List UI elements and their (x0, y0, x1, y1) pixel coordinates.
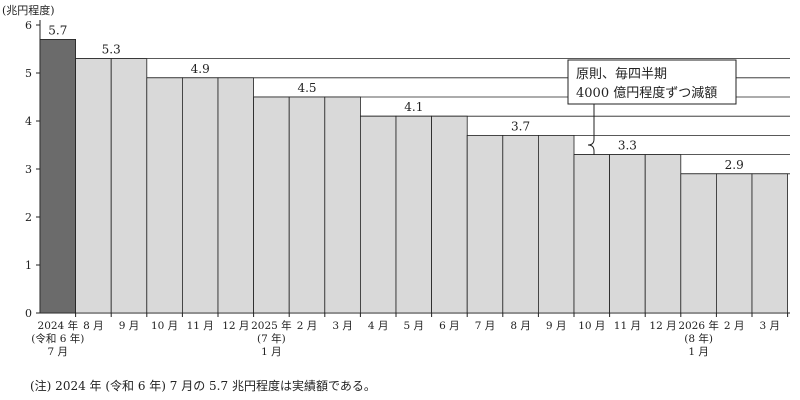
annotation-pointer (587, 104, 595, 155)
bar (466, 134, 504, 314)
y-tick-label: 0 (25, 307, 32, 320)
y-tick-label: 3 (25, 163, 32, 176)
data-label: 3.3 (618, 139, 637, 153)
bar (324, 96, 361, 314)
y-tick-label: 6 (25, 19, 32, 32)
data-label: 3.7 (511, 119, 530, 133)
bar (680, 173, 717, 314)
x-tick-label: 11 月 (614, 320, 641, 332)
bar (395, 115, 432, 314)
data-label: 4.5 (297, 81, 316, 95)
x-tick-label: 3 月 (332, 320, 353, 332)
x-tick-label: 6 月 (439, 320, 460, 332)
bond-purchase-chart: (兆円程度) 0 1 2 3 4 5 6 5.7 5.3 4.9 4.5 4.1 3.7 3.3 2.9 202… (2, 3, 790, 358)
bar (253, 96, 290, 314)
x-tick-label: 2 月 (724, 320, 745, 332)
x-tick-label: 3 月 (760, 320, 781, 332)
x-tick-label: 7 月 (48, 346, 69, 358)
bar (288, 96, 326, 314)
data-label: 5.3 (102, 43, 121, 57)
bar (110, 58, 148, 314)
bar (359, 115, 397, 314)
bar (644, 154, 682, 314)
x-tick-label: 1 月 (261, 346, 282, 358)
x-tick-label: 4 月 (368, 320, 389, 332)
unit-label: (兆円程度) (2, 3, 55, 17)
x-tick-label: 10 月 (151, 320, 178, 332)
annotation-text: 4000 億円程度ずつ減額 (576, 85, 717, 101)
y-tick-label: 2 (25, 211, 32, 224)
bar (181, 77, 219, 314)
bar (431, 115, 468, 314)
data-label-backdrop (98, 41, 124, 58)
x-tick-label: 1 月 (688, 346, 709, 358)
x-tick-label: (8 年) (684, 332, 713, 345)
x-tick-label: (令和 6 年) (31, 332, 84, 345)
x-tick-label: 2024 年 (38, 319, 79, 332)
data-label-backdrop (721, 156, 747, 173)
data-label: 4.9 (191, 62, 210, 76)
x-tick-label: 9 月 (546, 320, 567, 332)
x-tick-label: 2026 年 (678, 319, 719, 332)
x-tick-label: (7 年) (257, 332, 286, 345)
bar (502, 134, 539, 314)
x-tick-label: 12 月 (649, 320, 676, 332)
x-tick-label: 5 月 (404, 320, 425, 332)
y-tick-label: 5 (25, 67, 32, 80)
bar (75, 58, 112, 314)
bar (39, 39, 76, 314)
x-tick-label: 11 月 (187, 320, 214, 332)
x-tick-label: 7 月 (475, 320, 496, 332)
bar (573, 154, 610, 314)
x-tick-label: 2025 年 (251, 319, 292, 332)
bar (538, 134, 575, 314)
x-tick-label: 9 月 (119, 320, 140, 332)
data-label: 2.9 (725, 158, 744, 172)
bar (716, 173, 753, 314)
data-label-backdrop (401, 99, 427, 116)
data-label: 4.1 (404, 100, 423, 114)
data-label-backdrop (187, 60, 213, 77)
bar (217, 77, 254, 314)
x-tick-label: 8 月 (510, 320, 531, 332)
data-label-backdrop (294, 80, 320, 96)
x-tick-label: 2 月 (297, 320, 318, 332)
data-label: 5.7 (48, 23, 67, 37)
data-label-backdrop (508, 118, 534, 135)
annotation-text: 原則、毎四半期 (576, 66, 667, 82)
data-label-backdrop (614, 137, 640, 154)
annotation-box (567, 59, 737, 105)
footnote: (注) 2024 年 (令和 6 年) 7 月の 5.7 兆円程度は実績額である… (30, 379, 376, 393)
x-tick-label: 10 月 (578, 320, 605, 332)
bar (146, 77, 183, 314)
bar (609, 154, 646, 314)
y-tick-label: 1 (25, 259, 32, 272)
x-tick-label: 8 月 (83, 320, 104, 332)
x-tick-label: 12 月 (222, 320, 249, 332)
y-tick-label: 4 (25, 115, 32, 128)
bar (751, 173, 788, 314)
